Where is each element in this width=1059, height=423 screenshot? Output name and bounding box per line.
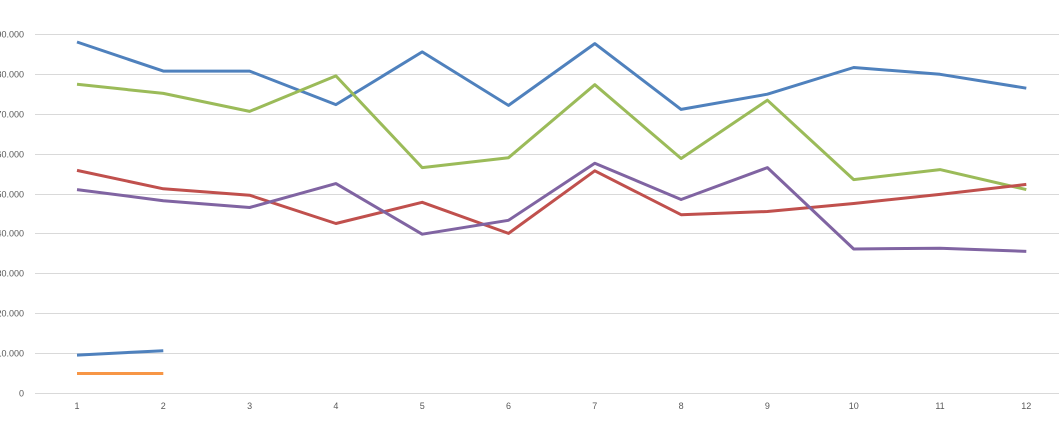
y-tick-label: 90.000	[0, 30, 24, 40]
series-line-4	[76, 161, 1027, 253]
y-tick-label: 10.000	[0, 349, 24, 359]
y-tick-label: 40.000	[0, 229, 24, 239]
gridlines	[35, 34, 1059, 394]
x-tick-label: 9	[765, 401, 770, 411]
series-line-1	[76, 40, 1027, 111]
y-tick-label: 50.000	[0, 190, 24, 200]
y-axis-tick-labels: 0 10.000 20.000 30.000 40.000 50.000 60.000 70.…	[0, 30, 24, 399]
y-tick-label: 20.000	[0, 309, 24, 319]
y-tick-label: 0	[19, 389, 24, 399]
series-line-3	[76, 168, 1027, 235]
x-tick-label: 10	[849, 401, 859, 411]
x-tick-label: 1	[74, 401, 79, 411]
x-tick-label: 7	[592, 401, 597, 411]
series-lines	[76, 40, 1027, 375]
x-tick-label: 4	[333, 401, 338, 411]
x-tick-label: 12	[1021, 401, 1031, 411]
x-tick-label: 2	[161, 401, 166, 411]
x-tick-label: 3	[247, 401, 252, 411]
x-tick-label: 6	[506, 401, 511, 411]
y-tick-label: 30.000	[0, 269, 24, 279]
x-tick-label: 5	[420, 401, 425, 411]
y-tick-label: 70.000	[0, 110, 24, 120]
series-line-2	[76, 74, 1027, 192]
y-tick-label: 60.000	[0, 150, 24, 160]
series-line-5	[76, 349, 164, 357]
y-tick-label: 80.000	[0, 70, 24, 80]
x-tick-label: 8	[679, 401, 684, 411]
x-axis-tick-labels: 1 2 3 4 5 6 7 8 9 10 11 12	[74, 401, 1031, 411]
x-tick-label: 11	[935, 401, 944, 411]
